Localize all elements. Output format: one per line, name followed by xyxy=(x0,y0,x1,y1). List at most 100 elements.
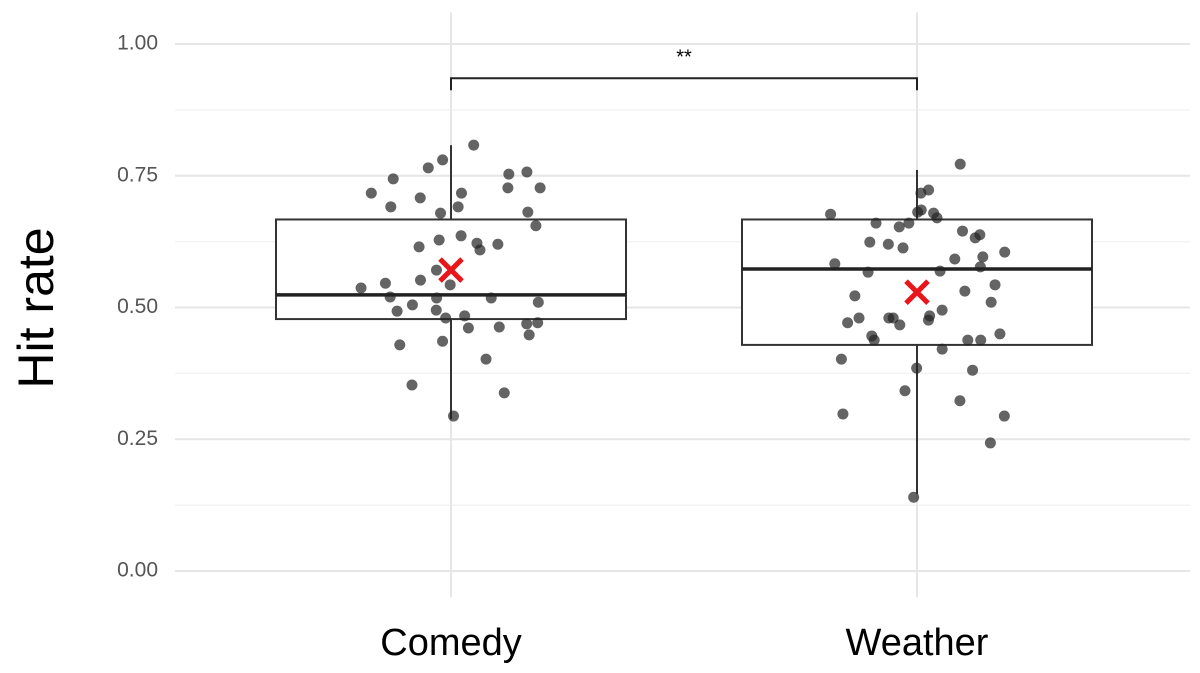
data-point xyxy=(493,321,505,333)
data-point xyxy=(503,168,515,180)
data-point xyxy=(977,251,989,263)
data-point xyxy=(868,334,880,346)
data-point xyxy=(387,173,399,185)
data-point xyxy=(985,296,997,308)
data-point xyxy=(459,310,471,322)
data-point xyxy=(887,312,899,324)
data-point xyxy=(521,318,533,330)
data-point xyxy=(385,201,397,213)
box xyxy=(741,218,1093,346)
data-point xyxy=(365,187,377,199)
mean-marker xyxy=(438,257,464,283)
data-point xyxy=(934,265,946,277)
data-point xyxy=(974,229,986,241)
data-point xyxy=(394,339,406,351)
data-point xyxy=(989,279,1001,291)
data-point xyxy=(532,296,544,308)
data-point xyxy=(379,277,391,289)
data-point xyxy=(903,217,915,229)
data-point xyxy=(870,217,882,229)
data-point xyxy=(530,220,542,232)
data-point xyxy=(959,285,971,297)
data-point xyxy=(954,158,966,170)
data-point xyxy=(894,319,906,331)
data-point xyxy=(414,274,426,286)
data-point xyxy=(829,258,841,270)
data-point xyxy=(998,410,1010,422)
significance-label: ** xyxy=(676,47,692,69)
data-point xyxy=(444,279,456,291)
y-tick-label: 0.00 xyxy=(117,559,158,582)
data-point xyxy=(431,292,443,304)
data-point xyxy=(406,299,418,311)
mean-marker xyxy=(904,279,930,305)
data-point xyxy=(975,334,987,346)
data-point xyxy=(468,139,480,151)
data-point xyxy=(391,305,403,317)
data-point xyxy=(853,312,865,324)
data-point xyxy=(435,207,447,219)
data-point xyxy=(957,225,969,237)
data-point xyxy=(899,385,911,397)
data-point xyxy=(949,253,961,265)
data-point xyxy=(864,236,876,248)
data-point xyxy=(994,328,1006,340)
data-point xyxy=(532,317,544,329)
y-tick-label: 0.75 xyxy=(117,163,158,186)
data-point xyxy=(492,238,504,250)
data-point xyxy=(974,261,986,273)
data-point xyxy=(474,244,486,256)
data-point xyxy=(835,353,847,365)
data-point xyxy=(502,182,514,194)
data-point xyxy=(498,387,510,399)
data-point xyxy=(452,201,464,213)
data-point xyxy=(924,310,936,322)
data-point xyxy=(422,162,434,174)
data-point xyxy=(521,166,533,178)
data-point xyxy=(936,343,948,355)
data-point xyxy=(908,491,920,503)
data-point xyxy=(967,364,979,376)
data-point xyxy=(849,290,861,302)
data-point xyxy=(430,304,442,316)
data-point xyxy=(915,187,927,199)
data-point xyxy=(984,437,996,449)
data-point xyxy=(433,234,445,246)
data-point xyxy=(893,221,905,233)
data-point xyxy=(936,304,948,316)
data-point xyxy=(897,242,909,254)
data-point xyxy=(430,264,442,276)
data-point xyxy=(485,292,497,304)
data-point xyxy=(440,312,452,324)
data-point xyxy=(480,353,492,365)
x-tick-label: Comedy xyxy=(380,622,522,664)
data-point xyxy=(384,291,396,303)
data-point xyxy=(406,379,418,391)
data-point xyxy=(437,335,449,347)
y-tick-label: 0.50 xyxy=(117,295,158,318)
data-point xyxy=(413,241,425,253)
data-point xyxy=(455,230,467,242)
data-point xyxy=(825,208,837,220)
data-point xyxy=(534,182,546,194)
data-point xyxy=(911,362,923,374)
data-point xyxy=(931,212,943,224)
data-point xyxy=(355,282,367,294)
data-point xyxy=(882,238,894,250)
x-tick-label: Weather xyxy=(846,622,989,664)
data-point xyxy=(448,410,460,422)
data-point xyxy=(414,192,426,204)
data-point xyxy=(862,266,874,278)
data-point xyxy=(842,317,854,329)
significance-bracket xyxy=(450,77,918,91)
data-point xyxy=(962,334,974,346)
y-tick-label: 0.25 xyxy=(117,427,158,450)
data-point xyxy=(462,322,474,334)
data-point xyxy=(915,204,927,216)
y-axis-title: Hit rate xyxy=(8,227,64,388)
data-point xyxy=(837,408,849,420)
data-point xyxy=(437,154,449,166)
data-point xyxy=(523,329,535,341)
y-tick-label: 1.00 xyxy=(117,32,158,55)
